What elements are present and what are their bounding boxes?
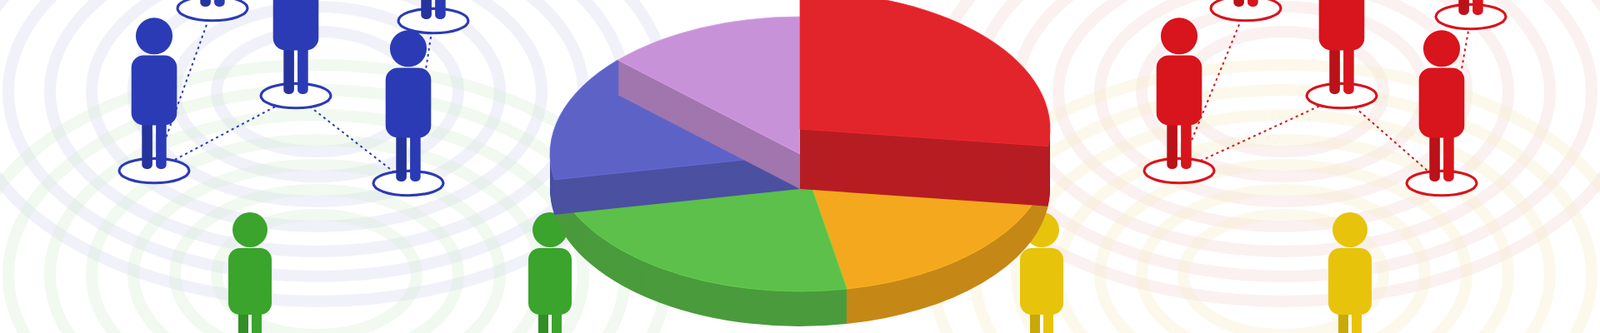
person-body xyxy=(528,248,572,315)
person-leg xyxy=(420,0,432,20)
person-leg xyxy=(1233,0,1245,7)
person-base xyxy=(398,8,469,33)
person-icon xyxy=(1210,0,1281,21)
person-body xyxy=(1319,0,1365,50)
person-base xyxy=(260,83,331,108)
person-icon xyxy=(1144,17,1215,183)
person-base xyxy=(177,0,248,21)
person-base xyxy=(1435,4,1506,29)
person-body xyxy=(1328,248,1372,315)
person-leg xyxy=(1472,0,1484,15)
person-base xyxy=(1306,83,1377,108)
person-base xyxy=(119,158,190,183)
person-leg xyxy=(1458,0,1470,15)
slice xyxy=(617,16,800,155)
person-leg xyxy=(283,43,295,95)
pie xyxy=(550,0,1050,327)
person-icon xyxy=(398,0,469,34)
person-leg xyxy=(1443,130,1455,182)
person-icon xyxy=(373,30,444,195)
person-leg xyxy=(214,0,225,7)
person-leg xyxy=(1180,118,1192,170)
person-leg xyxy=(435,0,446,20)
person-leg xyxy=(141,118,153,170)
person-icon xyxy=(1306,0,1377,109)
people-group xyxy=(216,212,584,333)
person-base xyxy=(373,170,444,195)
person-head xyxy=(1332,212,1368,248)
person-body xyxy=(273,0,320,50)
background-ring xyxy=(50,115,584,333)
person-body xyxy=(1156,55,1203,125)
person-leg xyxy=(200,0,211,7)
person-head xyxy=(1160,17,1198,55)
person-body xyxy=(131,55,178,125)
background-ring xyxy=(975,90,1592,333)
background-ring xyxy=(8,90,625,333)
background xyxy=(0,0,1600,333)
person-icon xyxy=(119,17,190,183)
person-body xyxy=(1020,248,1064,315)
person-leg xyxy=(395,130,407,182)
person-body xyxy=(1419,67,1465,138)
slice xyxy=(800,0,1050,147)
background-ring xyxy=(133,165,500,333)
person-base xyxy=(1144,158,1215,183)
background-ring xyxy=(1058,140,1509,333)
person-leg xyxy=(297,43,309,95)
person-leg xyxy=(1343,43,1355,95)
background-ring xyxy=(1141,190,1425,333)
background-ring xyxy=(1016,115,1550,333)
people-group xyxy=(1144,0,1506,196)
person-head xyxy=(232,212,268,248)
person-icon xyxy=(1316,212,1384,333)
person-base xyxy=(1406,170,1477,195)
slice-group xyxy=(800,0,1050,207)
person-leg xyxy=(155,118,167,170)
person-icon xyxy=(177,0,248,21)
slice-group xyxy=(617,16,800,190)
background-ring xyxy=(91,140,542,333)
person-body xyxy=(228,248,272,315)
person-leg xyxy=(410,130,421,182)
person-leg xyxy=(1166,118,1178,170)
person-leg xyxy=(1247,0,1259,7)
person-leg xyxy=(1429,130,1440,182)
person-icon xyxy=(216,212,284,333)
background-ring xyxy=(175,190,459,333)
person-icon xyxy=(260,0,331,109)
connector xyxy=(1179,95,1342,171)
people-group xyxy=(1008,212,1384,333)
canvas xyxy=(0,0,1600,333)
person-icon xyxy=(1435,0,1506,30)
person-head xyxy=(390,30,427,67)
person-base xyxy=(1210,0,1281,21)
person-icon xyxy=(1406,30,1477,195)
person-head xyxy=(1423,30,1460,67)
person-leg xyxy=(1329,43,1340,95)
people-group xyxy=(119,0,469,196)
person-body xyxy=(385,67,432,138)
person-head xyxy=(135,17,173,55)
